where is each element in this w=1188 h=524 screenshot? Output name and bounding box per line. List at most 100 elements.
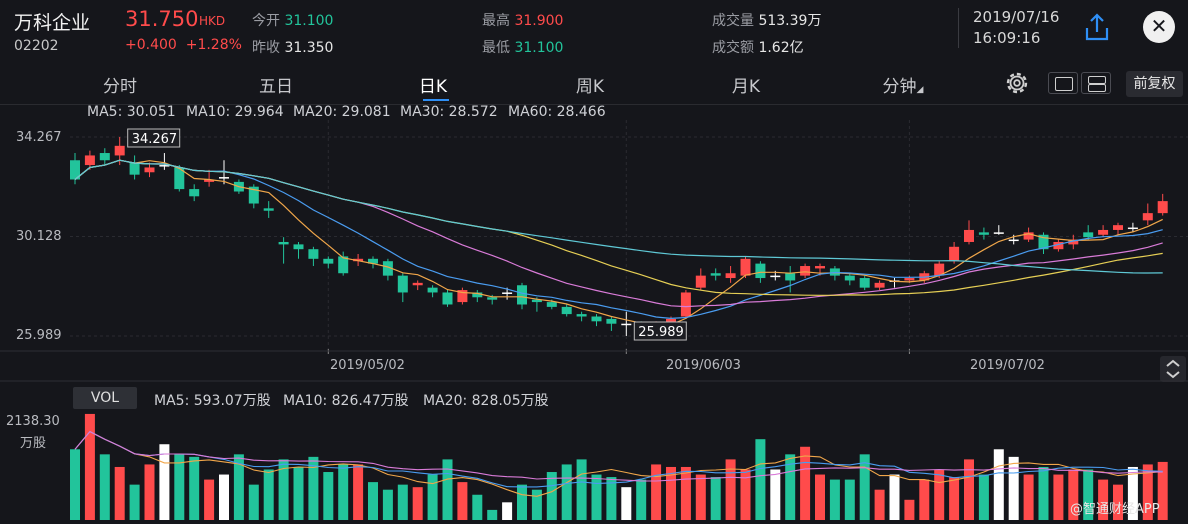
tab-minute[interactable]: 分钟◢ bbox=[868, 72, 938, 97]
candle-body bbox=[874, 282, 885, 288]
volume-bar bbox=[517, 484, 527, 520]
tab-daily-k[interactable]: 日K bbox=[418, 77, 448, 97]
candle-body bbox=[70, 160, 80, 180]
candle-body bbox=[219, 177, 229, 179]
volume-bar bbox=[1127, 466, 1138, 520]
candle-body bbox=[740, 258, 751, 276]
candle-body bbox=[770, 275, 781, 278]
volume-bar bbox=[680, 466, 691, 520]
chevron-down-icon: ◢ bbox=[916, 85, 924, 95]
candle-body bbox=[606, 318, 617, 324]
volume-bar bbox=[129, 484, 140, 520]
close-icon[interactable]: ✕ bbox=[1143, 11, 1175, 43]
high-marker-box bbox=[127, 128, 181, 148]
y-tick-low: 25.989 bbox=[16, 328, 62, 343]
x-tick-2: 2019/07/02 bbox=[970, 358, 1045, 373]
ma5-legend: MA5: 30.051 bbox=[87, 104, 176, 120]
turnover-value: 1.62亿 bbox=[758, 40, 804, 56]
candle-body bbox=[978, 232, 989, 235]
y-tick-mid: 30.128 bbox=[16, 229, 62, 244]
ma10-line bbox=[74, 159, 1163, 320]
volume-bar bbox=[800, 446, 811, 520]
candle-body bbox=[129, 162, 140, 175]
volume-bar bbox=[934, 469, 945, 520]
tab-monthly-k[interactable]: 月K bbox=[731, 77, 761, 97]
ma10-legend: MA10: 29.964 bbox=[186, 104, 284, 120]
collapse-chart-icon[interactable] bbox=[1160, 356, 1186, 382]
candle-body bbox=[993, 232, 1004, 234]
volume-bar bbox=[1008, 456, 1019, 520]
candle-body bbox=[189, 189, 200, 197]
candle-body bbox=[859, 278, 870, 288]
price-adjust-button[interactable]: 前复权 bbox=[1126, 71, 1183, 97]
volume-bar bbox=[591, 474, 602, 520]
candle-body bbox=[785, 273, 796, 281]
volume-bar bbox=[546, 472, 557, 520]
volume-bar bbox=[919, 479, 930, 520]
candle-body bbox=[84, 155, 95, 166]
candle-body bbox=[666, 318, 676, 324]
volume-bar bbox=[770, 469, 781, 520]
single-pane-icon[interactable] bbox=[1048, 72, 1078, 94]
candle-body bbox=[949, 246, 960, 262]
turnover: 成交额 1.62亿 bbox=[712, 37, 804, 57]
candle-body bbox=[397, 275, 408, 293]
volume-bar bbox=[725, 459, 736, 520]
volume-bar bbox=[1068, 469, 1079, 520]
volume-bar bbox=[1157, 461, 1168, 520]
vol-ma20-legend: MA20: 828.05万股 bbox=[423, 393, 549, 409]
high-label: 最高 bbox=[482, 13, 510, 29]
volume-bar bbox=[651, 464, 662, 520]
candle-body bbox=[382, 261, 393, 276]
candle-body bbox=[695, 275, 706, 288]
volume-bar bbox=[368, 482, 378, 520]
volume-bar bbox=[695, 474, 706, 520]
candle-body bbox=[412, 282, 423, 286]
candle-body bbox=[815, 266, 825, 269]
candle-body bbox=[1053, 241, 1064, 250]
tab-intraday[interactable]: 分时 bbox=[103, 77, 137, 97]
volume-bar bbox=[666, 466, 676, 520]
ma60-legend: MA60: 28.466 bbox=[508, 104, 606, 120]
ma20-legend: MA20: 29.081 bbox=[293, 104, 391, 120]
volume-bar bbox=[815, 474, 825, 520]
candle-body bbox=[442, 292, 453, 305]
candle-body bbox=[368, 258, 378, 264]
candle-body bbox=[1023, 232, 1034, 240]
prev-close-value: 31.350 bbox=[284, 40, 334, 56]
last-price: 31.750 bbox=[125, 7, 199, 31]
volume-bar bbox=[1083, 469, 1094, 520]
vol-indicator-button[interactable]: VOL bbox=[73, 387, 137, 409]
volume-bar bbox=[248, 484, 259, 520]
tab-five-day[interactable]: 五日 bbox=[259, 77, 293, 97]
candle-body bbox=[1098, 229, 1109, 235]
candle-body bbox=[561, 306, 572, 315]
vol-ma10-line bbox=[74, 430, 1163, 488]
y-tick-high: 34.267 bbox=[16, 130, 62, 145]
vol-max-value: 2138.30 bbox=[6, 414, 60, 429]
volume-bar bbox=[442, 459, 453, 520]
volume-bar bbox=[606, 477, 617, 520]
volume-bar bbox=[382, 489, 393, 520]
low-value: 31.100 bbox=[514, 40, 564, 56]
volume-bar bbox=[84, 413, 95, 520]
share-icon[interactable] bbox=[1080, 10, 1114, 44]
volume-bar bbox=[189, 456, 200, 520]
candle-body bbox=[308, 249, 319, 259]
candle-body bbox=[934, 263, 945, 276]
volume-bar bbox=[993, 449, 1004, 520]
toolbar-divider bbox=[0, 104, 1188, 105]
volume-bar bbox=[144, 464, 155, 520]
price-change: +0.400 +1.28% bbox=[125, 37, 242, 53]
turnover-label: 成交额 bbox=[712, 40, 754, 56]
tab-weekly-k[interactable]: 周K bbox=[575, 77, 605, 97]
split-pane-icon[interactable] bbox=[1081, 72, 1111, 94]
candle-body bbox=[621, 323, 632, 326]
candle-body bbox=[546, 302, 557, 307]
volume-bar bbox=[457, 482, 468, 520]
ma30-legend: MA30: 28.572 bbox=[400, 104, 498, 120]
vol-ma20-line bbox=[74, 430, 1163, 482]
gear-icon[interactable] bbox=[1002, 68, 1032, 98]
candle-body bbox=[457, 290, 468, 303]
